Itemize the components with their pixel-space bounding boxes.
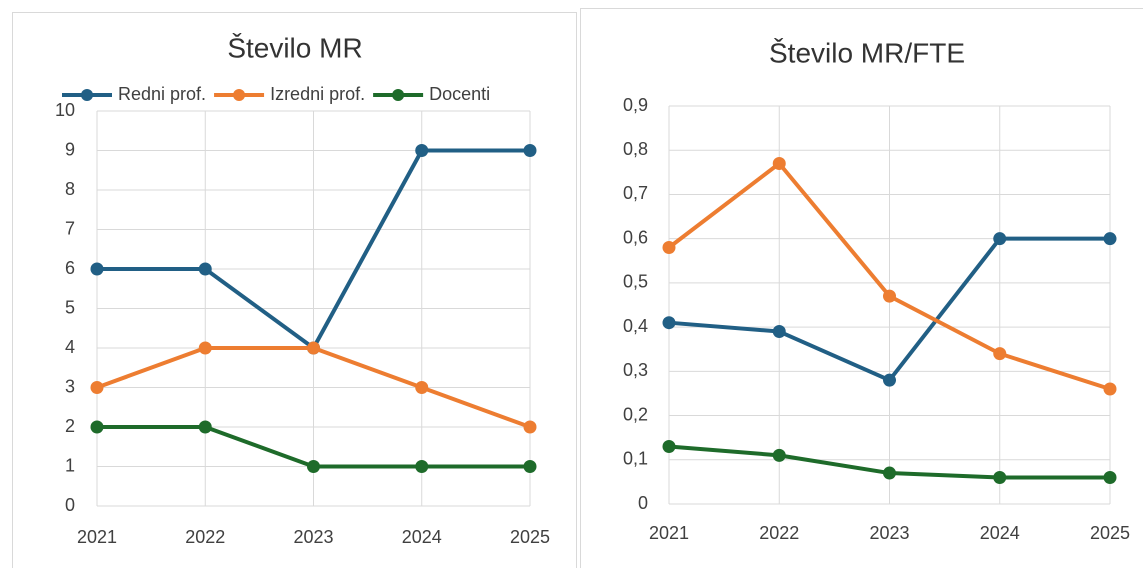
point (415, 460, 429, 473)
point (198, 420, 212, 434)
y-tick-label: 9 (65, 139, 75, 159)
y-tick-label: 6 (65, 258, 75, 278)
y-tick-label: 1 (65, 455, 75, 475)
point (198, 341, 212, 355)
legend-label: Docenti (429, 84, 490, 104)
point (662, 241, 676, 255)
x-tick-label: 2023 (293, 527, 333, 547)
point (772, 448, 786, 462)
point (90, 381, 104, 394)
y-tick-label: 5 (65, 297, 75, 317)
y-tick-label: 0,5 (623, 272, 648, 292)
point (90, 262, 104, 276)
x-tick-label: 2022 (759, 523, 799, 543)
legend-marker (392, 89, 405, 101)
y-tick-label: 3 (65, 376, 75, 396)
point (523, 420, 537, 434)
y-tick-label: 0,8 (623, 139, 648, 159)
x-tick-label: 2022 (185, 527, 225, 547)
point (198, 262, 212, 276)
point (307, 460, 320, 473)
point (1103, 470, 1117, 484)
y-tick-label: 0,7 (623, 183, 648, 203)
point (662, 440, 676, 454)
y-tick-label: 0,6 (623, 227, 648, 247)
chart-title: Število MR (227, 32, 362, 63)
point (883, 466, 896, 480)
point (662, 316, 676, 330)
y-tick-label: 0,2 (623, 404, 648, 424)
point (1103, 382, 1117, 396)
x-tick-label: 2024 (402, 527, 442, 547)
x-tick-label: 2025 (1090, 523, 1130, 543)
y-tick-label: 4 (65, 337, 75, 357)
point (772, 325, 786, 339)
y-tick-label: 7 (65, 218, 75, 238)
point (415, 381, 429, 394)
y-tick-label: 0,4 (623, 316, 648, 336)
y-tick-label: 8 (65, 179, 75, 199)
x-tick-label: 2021 (649, 523, 689, 543)
point (883, 373, 896, 387)
x-tick-label: 2024 (980, 523, 1020, 543)
point (772, 156, 786, 170)
point (523, 460, 537, 473)
legend-label: Redni prof. (118, 84, 206, 104)
legend-marker (81, 89, 93, 101)
point (415, 144, 429, 157)
y-tick-label: 2 (65, 416, 75, 436)
point (307, 341, 320, 355)
y-tick-label: 0 (638, 493, 648, 513)
y-tick-label: 0,9 (623, 95, 648, 115)
point (993, 470, 1007, 484)
legend-label: Izredni prof. (270, 84, 365, 104)
point (523, 144, 537, 157)
point (883, 289, 896, 303)
legend-marker (233, 89, 246, 101)
panel-border (580, 8, 1143, 568)
y-tick-label: 0,1 (623, 449, 648, 469)
panel-border (12, 12, 577, 568)
point (993, 347, 1007, 361)
y-tick-label: 0 (65, 495, 75, 515)
y-tick-label: 10 (55, 100, 75, 120)
y-tick-label: 0,3 (623, 360, 648, 380)
x-tick-label: 2023 (869, 523, 909, 543)
point (1103, 232, 1117, 246)
x-tick-label: 2021 (77, 527, 117, 547)
point (993, 232, 1007, 246)
x-tick-label: 2025 (510, 527, 550, 547)
point (90, 420, 104, 434)
chart-title: Število MR/FTE (769, 37, 965, 68)
